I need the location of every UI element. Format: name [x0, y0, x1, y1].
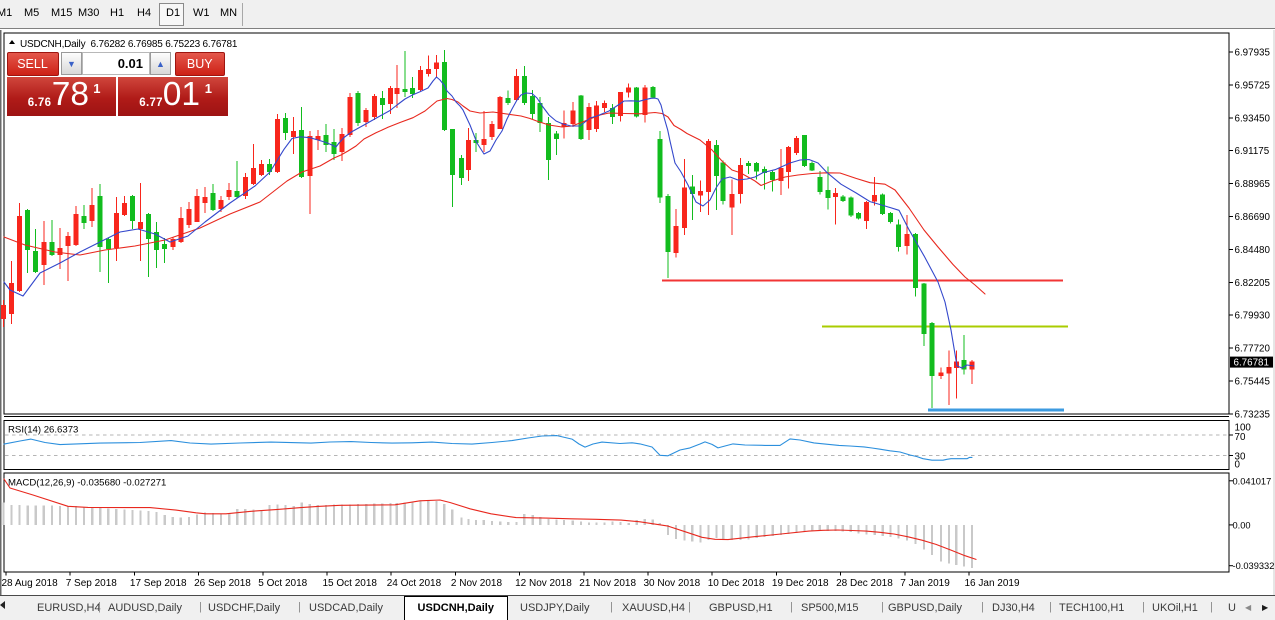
svg-text:6.77720: 6.77720 [1235, 344, 1271, 355]
svg-text:28 Aug 2018: 28 Aug 2018 [2, 578, 59, 589]
svg-text:6.93450: 6.93450 [1235, 113, 1271, 124]
svg-text:100: 100 [1235, 423, 1252, 434]
svg-text:RSI(14) 26.6373: RSI(14) 26.6373 [8, 425, 78, 436]
svg-text:2 Nov 2018: 2 Nov 2018 [451, 578, 503, 589]
svg-text:6.76781: 6.76781 [1234, 357, 1269, 368]
svg-text:0.041017: 0.041017 [1233, 476, 1272, 486]
svg-text:0.00: 0.00 [1233, 520, 1251, 530]
svg-text:5 Oct 2018: 5 Oct 2018 [258, 578, 307, 589]
svg-text:6.75445: 6.75445 [1235, 377, 1271, 388]
svg-text:21 Nov 2018: 21 Nov 2018 [579, 578, 636, 589]
svg-text:6.84480: 6.84480 [1235, 245, 1271, 256]
svg-text:-0.039332: -0.039332 [1233, 561, 1275, 571]
svg-text:6.73235: 6.73235 [1235, 409, 1271, 420]
svg-text:70: 70 [1235, 432, 1246, 443]
svg-text:0: 0 [1235, 460, 1241, 471]
svg-text:10 Dec 2018: 10 Dec 2018 [708, 578, 765, 589]
svg-text:6.95725: 6.95725 [1235, 80, 1271, 91]
svg-text:6.88965: 6.88965 [1235, 179, 1271, 190]
svg-text:6.79930: 6.79930 [1235, 311, 1271, 322]
svg-text:16 Jan 2019: 16 Jan 2019 [965, 578, 1020, 589]
svg-text:6.91175: 6.91175 [1235, 146, 1270, 157]
svg-text:6.86690: 6.86690 [1235, 212, 1271, 223]
svg-text:MACD(12,26,9) -0.035680 -0.027: MACD(12,26,9) -0.035680 -0.027271 [8, 478, 166, 489]
svg-text:6.82205: 6.82205 [1235, 278, 1271, 289]
svg-text:26 Sep 2018: 26 Sep 2018 [194, 578, 251, 589]
svg-text:19 Dec 2018: 19 Dec 2018 [772, 578, 829, 589]
svg-text:30: 30 [1235, 452, 1246, 463]
svg-text:6.97935: 6.97935 [1235, 48, 1271, 59]
svg-text:30 Nov 2018: 30 Nov 2018 [644, 578, 701, 589]
svg-text:17 Sep 2018: 17 Sep 2018 [130, 578, 187, 589]
svg-text:12 Nov 2018: 12 Nov 2018 [515, 578, 572, 589]
svg-text:28 Dec 2018: 28 Dec 2018 [836, 578, 893, 589]
svg-text:7 Jan 2019: 7 Jan 2019 [900, 578, 950, 589]
svg-text:24 Oct 2018: 24 Oct 2018 [387, 578, 442, 589]
svg-text:7 Sep 2018: 7 Sep 2018 [66, 578, 118, 589]
svg-text:15 Oct 2018: 15 Oct 2018 [323, 578, 378, 589]
